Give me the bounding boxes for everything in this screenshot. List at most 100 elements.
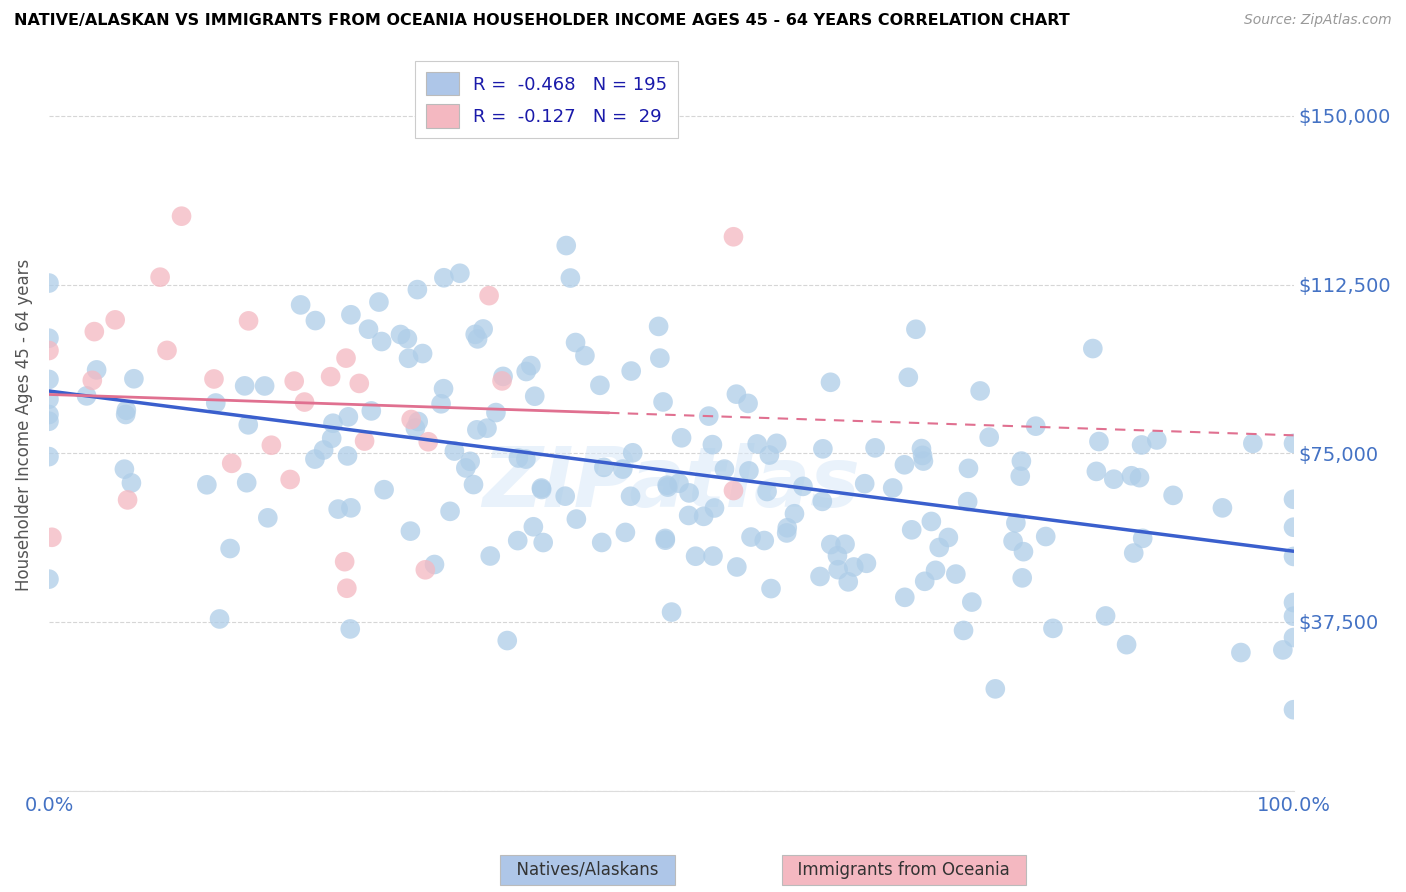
- Point: [208, 612, 231, 626]
- Point: [897, 370, 920, 384]
- Point: [894, 591, 917, 605]
- Legend: R =  -0.468   N = 195, R =  -0.127   N =  29: R = -0.468 N = 195, R = -0.127 N = 29: [415, 62, 678, 138]
- Point: [464, 327, 486, 342]
- Point: [404, 421, 426, 435]
- Point: [321, 431, 343, 445]
- Point: [956, 494, 979, 508]
- Point: [713, 462, 735, 476]
- Point: [238, 417, 260, 432]
- Point: [619, 489, 641, 503]
- Point: [1121, 468, 1143, 483]
- Point: [1146, 433, 1168, 447]
- Point: [564, 335, 586, 350]
- Point: [38, 392, 60, 406]
- Point: [406, 415, 429, 429]
- Point: [900, 523, 922, 537]
- Point: [360, 404, 382, 418]
- Point: [765, 436, 787, 450]
- Point: [340, 500, 363, 515]
- Point: [776, 521, 799, 535]
- Point: [648, 351, 671, 365]
- Point: [38, 414, 60, 428]
- Point: [120, 475, 142, 490]
- Point: [776, 525, 799, 540]
- Point: [834, 537, 856, 551]
- Point: [485, 406, 508, 420]
- Point: [924, 563, 946, 577]
- Point: [83, 325, 105, 339]
- Point: [702, 437, 724, 451]
- Point: [522, 520, 544, 534]
- Point: [304, 452, 326, 467]
- Point: [702, 549, 724, 563]
- Point: [827, 563, 849, 577]
- Point: [920, 515, 942, 529]
- Point: [335, 351, 357, 365]
- Point: [723, 483, 745, 498]
- Point: [349, 376, 371, 391]
- Point: [283, 374, 305, 388]
- Point: [1005, 516, 1028, 530]
- Point: [893, 458, 915, 472]
- Point: [515, 364, 537, 378]
- Point: [1035, 529, 1057, 543]
- Point: [589, 378, 612, 392]
- Point: [104, 313, 127, 327]
- Point: [565, 512, 588, 526]
- Point: [399, 524, 422, 538]
- Point: [853, 476, 876, 491]
- Point: [439, 504, 461, 518]
- Text: NATIVE/ALASKAN VS IMMIGRANTS FROM OCEANIA HOUSEHOLDER INCOME AGES 45 - 64 YEARS : NATIVE/ALASKAN VS IMMIGRANTS FROM OCEANI…: [14, 13, 1070, 29]
- Point: [621, 446, 644, 460]
- Point: [389, 327, 412, 342]
- Point: [863, 441, 886, 455]
- Point: [912, 454, 935, 468]
- Point: [882, 481, 904, 495]
- Point: [614, 525, 637, 540]
- Point: [612, 462, 634, 476]
- Point: [520, 359, 543, 373]
- Point: [783, 507, 806, 521]
- Point: [811, 494, 834, 508]
- Point: [304, 313, 326, 327]
- Point: [506, 533, 529, 548]
- Point: [1282, 492, 1305, 507]
- Point: [454, 461, 477, 475]
- Point: [1130, 438, 1153, 452]
- Point: [479, 549, 502, 563]
- Point: [38, 343, 60, 358]
- Point: [979, 430, 1001, 444]
- Point: [418, 434, 440, 449]
- Point: [747, 437, 769, 451]
- Point: [38, 572, 60, 586]
- Point: [339, 622, 361, 636]
- Point: [1282, 703, 1305, 717]
- Y-axis label: Householder Income Ages 45 - 64 years: Householder Income Ages 45 - 64 years: [15, 259, 32, 591]
- Point: [443, 444, 465, 458]
- Point: [1282, 609, 1305, 624]
- Point: [661, 605, 683, 619]
- Point: [654, 532, 676, 546]
- Point: [1010, 469, 1032, 483]
- Point: [1282, 631, 1305, 645]
- Point: [1042, 621, 1064, 635]
- Point: [336, 581, 359, 595]
- Point: [945, 567, 967, 582]
- Point: [396, 332, 419, 346]
- Point: [1085, 464, 1108, 478]
- Point: [756, 484, 779, 499]
- Point: [657, 480, 679, 494]
- Point: [412, 346, 434, 360]
- Point: [340, 308, 363, 322]
- Point: [333, 555, 356, 569]
- Point: [530, 483, 553, 497]
- Point: [1010, 454, 1032, 468]
- Point: [328, 502, 350, 516]
- Point: [842, 560, 865, 574]
- Point: [465, 423, 488, 437]
- Point: [122, 372, 145, 386]
- Point: [655, 478, 678, 492]
- Point: [984, 681, 1007, 696]
- Point: [910, 442, 932, 456]
- Point: [855, 557, 877, 571]
